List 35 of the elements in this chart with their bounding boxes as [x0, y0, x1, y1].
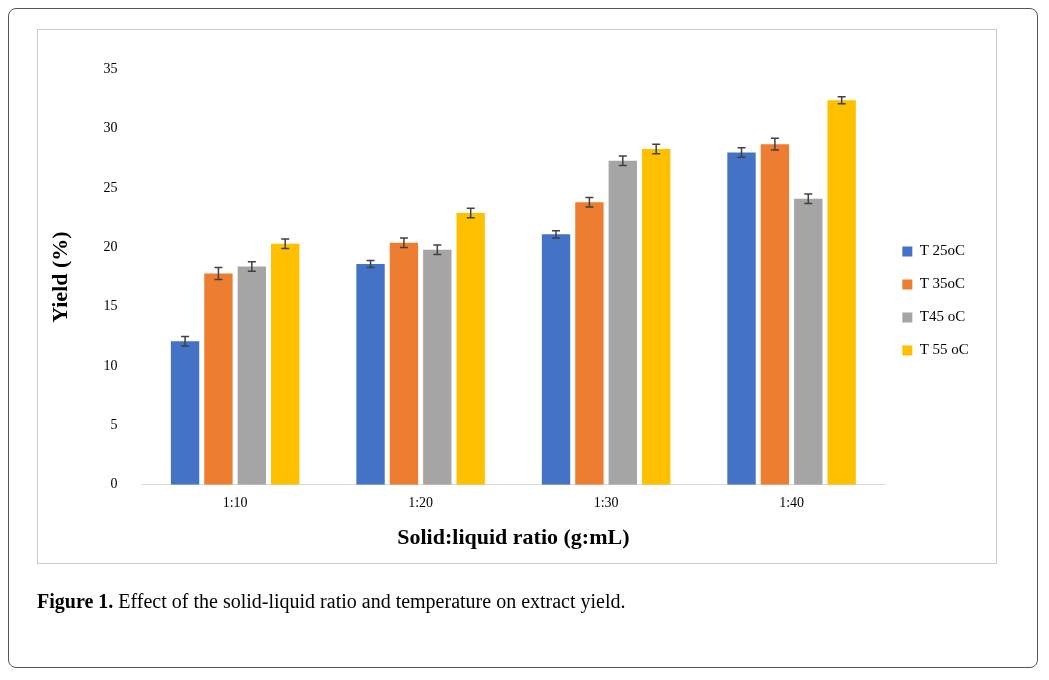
bar — [727, 152, 756, 485]
bar — [608, 160, 637, 485]
bar — [389, 242, 419, 485]
bar — [541, 234, 571, 485]
x-axis-title: Solid:liquid ratio (g:mL) — [397, 524, 630, 550]
bar — [423, 249, 452, 485]
bar — [575, 202, 604, 485]
bar — [271, 243, 300, 485]
bar — [794, 198, 823, 485]
bar — [827, 100, 856, 485]
y-tick-label: 25 — [103, 179, 118, 195]
bar — [170, 341, 200, 485]
bar — [237, 266, 267, 485]
bar — [204, 273, 233, 485]
legend-label: T 55 oC — [919, 341, 969, 358]
legend-label: T 35oC — [919, 275, 965, 292]
caption: Figure 1. Effect of the solid-liquid ratio and temperature on extract yield. — [37, 590, 627, 613]
bar — [456, 213, 485, 485]
y-tick-label: 35 — [103, 61, 118, 77]
bar — [760, 144, 790, 485]
bar — [642, 148, 671, 485]
x-tick-label: 1:20 — [408, 494, 434, 510]
y-tick-label: 30 — [103, 120, 118, 136]
x-tick-label: 1:10 — [222, 494, 248, 510]
y-tick-label: 10 — [103, 357, 118, 373]
y-axis-title: Yield (%) — [46, 231, 72, 323]
y-tick-label: 5 — [110, 417, 118, 433]
y-tick-label: 0 — [110, 476, 118, 492]
legend-label: T 25oC — [919, 242, 965, 259]
y-tick-label: 15 — [103, 298, 118, 314]
legend-label: T45 oC — [919, 308, 966, 325]
bar — [356, 264, 385, 485]
x-tick-label: 1:40 — [779, 494, 805, 510]
y-tick-label: 20 — [103, 239, 118, 255]
x-tick-label: 1:30 — [593, 494, 619, 510]
